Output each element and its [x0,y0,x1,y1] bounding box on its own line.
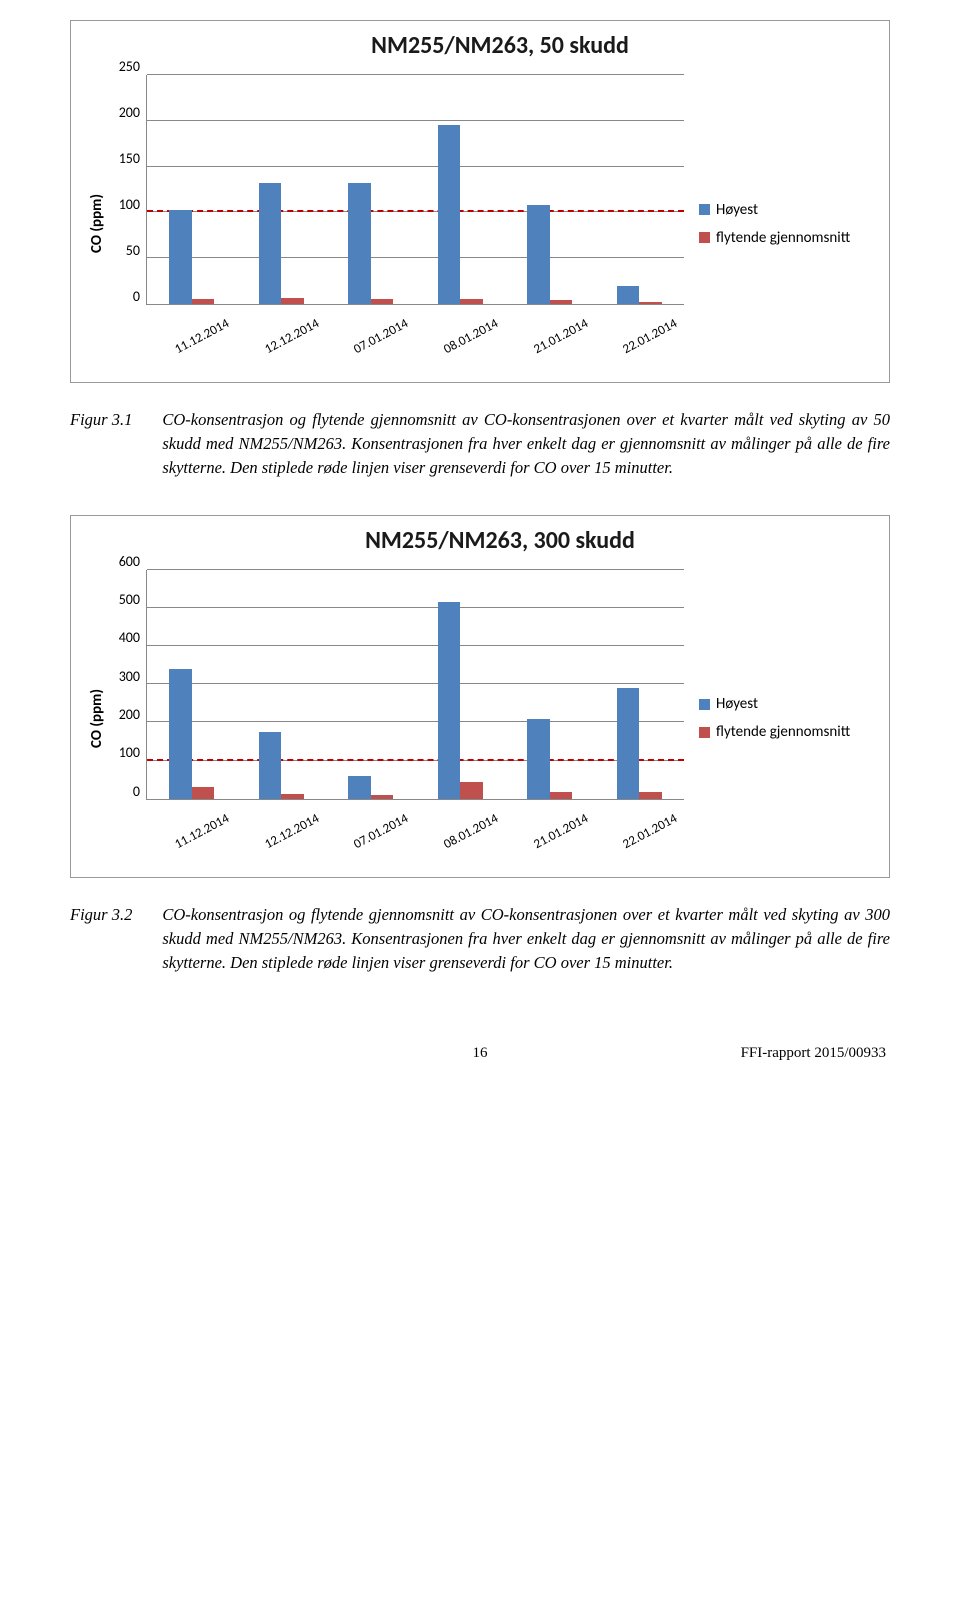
chart-2-bar [639,792,661,799]
chart-1-bar [348,183,370,304]
caption-1-text: CO-konsentrasjon og flytende gjennomsnit… [162,408,890,480]
page-number: 16 [234,1045,726,1062]
chart-2-bar-group [147,570,237,799]
chart-2-legend-label: flytende gjennomsnitt [716,723,850,741]
chart-1-plot-wrap: 050100150200250 11.12.201412.12.201407.0… [108,75,684,372]
chart-2-legend-item: Høyest [699,695,874,713]
legend-swatch-icon [699,232,710,243]
chart-1-bar [371,299,393,304]
caption-2-text: CO-konsentrasjon og flytende gjennomsnit… [162,903,890,975]
legend-swatch-icon [699,699,710,710]
chart-2-legend: Høyest flytende gjennomsnitt [684,570,874,867]
chart-2-bar [550,792,572,799]
chart-2-body: CO (ppm) 0100200300400500600 11.12.20141… [86,570,874,867]
chart-2-legend-label: Høyest [716,695,758,713]
chart-2-bar [527,719,549,799]
chart-1: NM255/NM263, 50 skudd CO (ppm) 050100150… [70,20,890,383]
chart-1-plot-row: 050100150200250 [108,75,684,305]
chart-1-bar [192,299,214,304]
chart-1-bar [169,210,191,304]
chart-2-bar-group [326,570,416,799]
chart-2-bar [438,602,460,799]
chart-1-bar [259,183,281,304]
chart-1-bar-group [416,75,506,304]
chart-1-bar [617,286,639,304]
chart-2-ylabel: CO (ppm) [86,570,108,867]
chart-1-body: CO (ppm) 050100150200250 11.12.201412.12… [86,75,874,372]
chart-1-legend-label: flytende gjennomsnitt [716,229,850,247]
chart-1-bar [438,125,460,304]
page-footer: 16 FFI-rapport 2015/00933 [70,1045,890,1062]
chart-2-bar [281,794,303,799]
chart-1-legend-item: Høyest [699,201,874,219]
chart-2-bar [259,732,281,799]
chart-1-bar [527,205,549,304]
chart-2-bar [348,776,370,799]
chart-2-plot-wrap: 0100200300400500600 11.12.201412.12.2014… [108,570,684,867]
chart-2-bar-group [595,570,685,799]
chart-1-bar [460,299,482,304]
chart-1-bar-group [595,75,685,304]
chart-2-bar-group [416,570,506,799]
chart-1-bar [639,302,661,304]
chart-2-bar-group [237,570,327,799]
chart-1-bar [281,298,303,304]
footer-spacer [74,1045,234,1062]
legend-swatch-icon [699,727,710,738]
chart-2-bar [617,688,639,799]
chart-2-bar [192,787,214,798]
caption-2-label: Figur 3.2 [70,903,132,975]
chart-2-bar [460,782,482,799]
chart-2-plot-row: 0100200300400500600 [108,570,684,800]
chart-1-legend-item: flytende gjennomsnitt [699,229,874,247]
chart-1-plot-area [146,75,684,305]
chart-1-legend: Høyest flytende gjennomsnitt [684,75,874,372]
doc-id: FFI-rapport 2015/00933 [726,1045,886,1062]
chart-1-bars [147,75,684,304]
chart-2-bar [371,795,393,799]
legend-swatch-icon [699,204,710,215]
chart-2-bar [169,669,191,799]
chart-2-bar-group [505,570,595,799]
chart-1-bar-group [326,75,416,304]
chart-2-yaxis: 0100200300400500600 [108,570,146,800]
chart-1-bar-group [237,75,327,304]
chart-1-yaxis: 050100150200250 [108,75,146,305]
chart-1-ylabel: CO (ppm) [86,75,108,372]
chart-1-bar [550,300,572,304]
chart-1-bar-group [505,75,595,304]
chart-2-legend-item: flytende gjennomsnitt [699,723,874,741]
chart-2-bars [147,570,684,799]
chart-2-title: NM255/NM263, 300 skudd [126,526,874,555]
chart-1-legend-label: Høyest [716,201,758,219]
chart-2-xaxis: 11.12.201412.12.201407.01.201408.01.2014… [146,806,684,833]
chart-1-xaxis: 11.12.201412.12.201407.01.201408.01.2014… [146,311,684,338]
caption-2: Figur 3.2 CO-konsentrasjon og flytende g… [70,903,890,975]
caption-1: Figur 3.1 CO-konsentrasjon og flytende g… [70,408,890,480]
chart-1-title: NM255/NM263, 50 skudd [126,31,874,60]
chart-1-bar-group [147,75,237,304]
caption-1-label: Figur 3.1 [70,408,132,480]
chart-2: NM255/NM263, 300 skudd CO (ppm) 01002003… [70,515,890,878]
chart-2-plot-area [146,570,684,800]
